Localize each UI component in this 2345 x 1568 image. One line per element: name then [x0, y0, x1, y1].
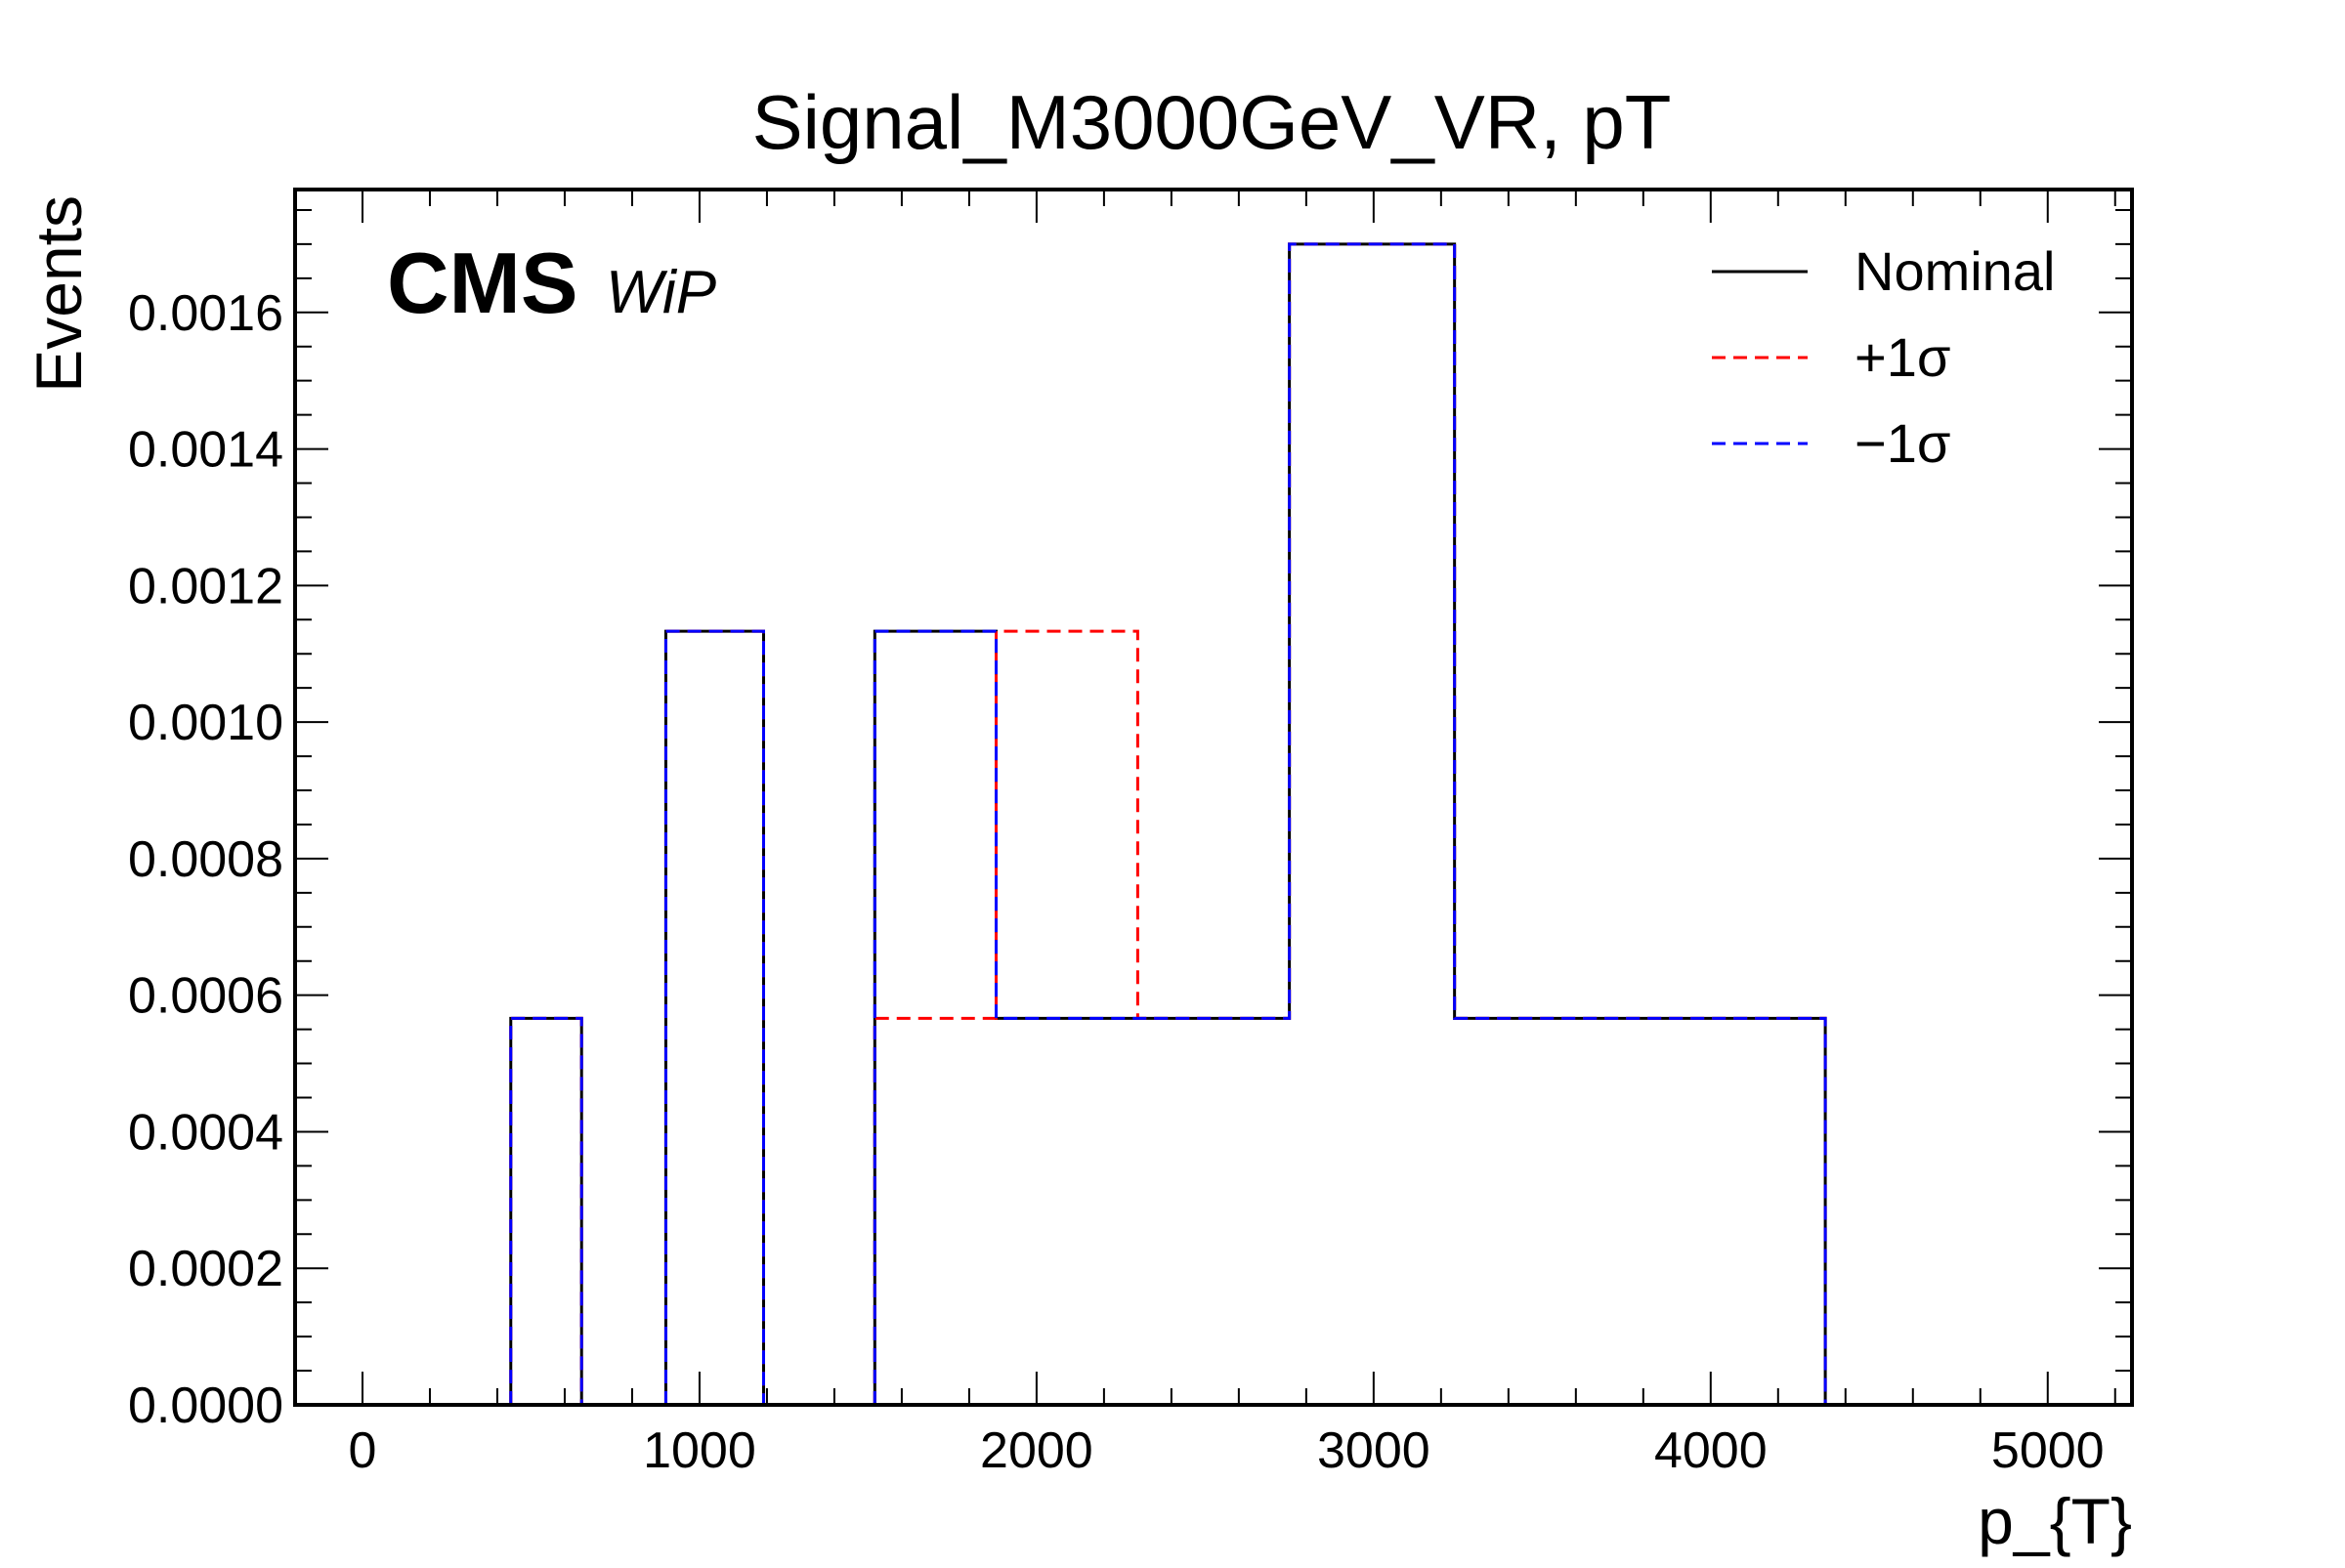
legend-label: Nominal: [1855, 240, 2055, 302]
y-tick-label: 0.0014: [128, 422, 283, 479]
cms-label: CMS: [387, 234, 578, 331]
chart-title: Signal_M3000GeV_VR, pT: [752, 79, 1672, 165]
wip-label: WiP: [606, 259, 716, 326]
ticks-layer: 0 1000 2000 3000 4000 5000 0.0000 0.0002 0.0004 0…: [128, 190, 2132, 1479]
y-tick-label: 0.0010: [128, 695, 283, 751]
y-tick-label: 0.0000: [128, 1377, 283, 1434]
x-tick-label: 4000: [1654, 1422, 1768, 1479]
y-tick-label: 0.0004: [128, 1104, 283, 1161]
series-line: [509, 242, 1827, 1405]
y-tick-label: 0.0008: [128, 831, 283, 888]
plot-frame: [293, 188, 2134, 1407]
y-tick-label: 0.0016: [128, 285, 283, 342]
series-layer: [509, 242, 1827, 1405]
legend-label: −1σ: [1855, 412, 1950, 474]
x-tick-label: 3000: [1317, 1422, 1430, 1479]
y-tick-label: 0.0006: [128, 968, 283, 1025]
series-line: [509, 242, 1827, 1405]
x-axis-label: p_{T}: [1978, 1485, 2132, 1557]
x-tick-label: 5000: [1991, 1422, 2105, 1479]
series-line: [509, 242, 1827, 1405]
y-tick-label: 0.0012: [128, 558, 283, 614]
x-tick-label: 2000: [980, 1422, 1093, 1479]
x-tick-label: 0: [349, 1422, 377, 1479]
y-tick-label: 0.0002: [128, 1241, 283, 1297]
y-axis-label: Events: [22, 195, 95, 393]
legend-label: +1σ: [1855, 326, 1950, 388]
x-tick-label: 1000: [643, 1422, 756, 1479]
legend: Nominal +1σ −1σ: [1712, 240, 2055, 474]
